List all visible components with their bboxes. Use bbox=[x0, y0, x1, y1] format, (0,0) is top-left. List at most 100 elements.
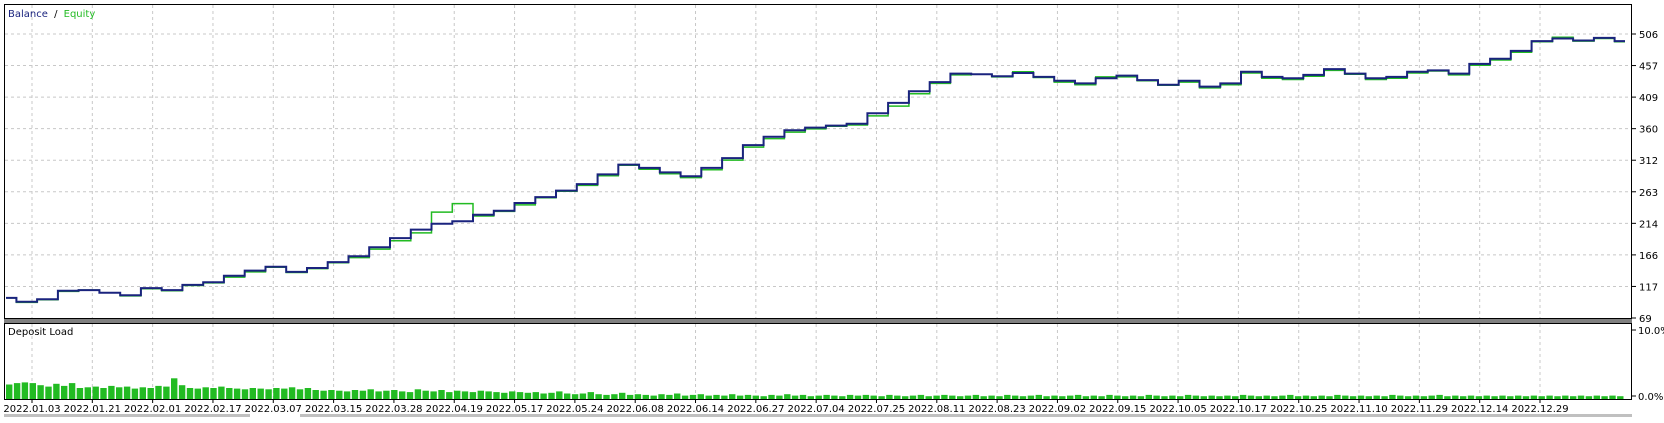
deposit-load-bar bbox=[1232, 396, 1239, 399]
deposit-load-bar bbox=[807, 396, 814, 399]
deposit-load-bar bbox=[1239, 394, 1247, 399]
deposit-load-bar bbox=[791, 395, 799, 399]
deposit-load-bar bbox=[917, 394, 925, 399]
deposit-load-bar bbox=[108, 385, 115, 399]
x-tick-label: 2022.09.02 bbox=[1029, 404, 1086, 415]
x-tick-label: 2022.12.29 bbox=[1511, 404, 1568, 415]
deposit-load-bar bbox=[399, 391, 406, 399]
deposit-load-bar bbox=[1334, 394, 1341, 399]
deposit-load-bar bbox=[226, 388, 233, 399]
legend-separator: / bbox=[54, 9, 58, 20]
x-tick-label: 2022.10.25 bbox=[1270, 404, 1327, 415]
deposit-load-bar bbox=[139, 387, 146, 399]
deposit-load-bar bbox=[186, 388, 194, 399]
deposit-load-bar bbox=[391, 390, 398, 399]
deposit-load-bar bbox=[454, 390, 461, 399]
deposit-load-bar bbox=[815, 395, 822, 399]
deposit-load-bar bbox=[53, 383, 60, 399]
x-tick-label: 2022.06.08 bbox=[607, 404, 664, 415]
deposit-load-bar bbox=[1397, 395, 1404, 399]
deposit-load-bar bbox=[964, 395, 972, 399]
deposit-load-bar bbox=[1381, 396, 1388, 399]
deposit-load-bar bbox=[784, 394, 791, 399]
y-tick-label: 312 bbox=[1639, 156, 1658, 167]
deposit-load-bar bbox=[1483, 395, 1490, 399]
deposit-load-bar bbox=[760, 396, 767, 399]
deposit-load-bar bbox=[1515, 395, 1522, 399]
deposit-load-bar bbox=[642, 394, 649, 399]
deposit-load-bar bbox=[1554, 396, 1561, 399]
deposit-load-bar bbox=[1129, 395, 1137, 399]
legend-balance: Balance bbox=[8, 9, 48, 20]
deposit-load-bar bbox=[1357, 395, 1365, 399]
deposit-load-bar bbox=[1043, 396, 1050, 399]
deposit-load-bar bbox=[1310, 396, 1317, 399]
x-tick-label: 2022.10.05 bbox=[1149, 404, 1206, 415]
deposit-load-grid bbox=[31, 324, 1541, 399]
deposit-load-bar bbox=[1067, 395, 1074, 399]
deposit-load-bar bbox=[37, 385, 44, 399]
deposit-load-bar bbox=[1522, 396, 1530, 399]
deposit-load-bar bbox=[1027, 395, 1035, 399]
deposit-load-bar bbox=[501, 392, 508, 399]
deposit-load-bar bbox=[689, 394, 697, 399]
deposit-load-bar bbox=[1342, 395, 1349, 399]
deposit-load-bar bbox=[406, 392, 414, 399]
deposit-load-bar bbox=[1617, 396, 1624, 399]
deposit-load-bar bbox=[1019, 396, 1027, 399]
deposit-load-bar bbox=[45, 386, 52, 399]
deposit-load-bar bbox=[1507, 396, 1514, 399]
deposit-load-bar bbox=[524, 392, 532, 399]
y-tick-label: 166 bbox=[1639, 251, 1658, 262]
deposit-load-bar bbox=[1169, 395, 1176, 399]
deposit-load-bar bbox=[721, 395, 728, 399]
deposit-load-bar bbox=[1263, 395, 1270, 399]
deposit-load-bar bbox=[634, 394, 642, 399]
deposit-load-bar bbox=[178, 385, 186, 399]
deposit-load-bar bbox=[619, 392, 626, 399]
y-tick-label: 360 bbox=[1639, 125, 1658, 136]
deposit-load-bar bbox=[1562, 395, 1569, 399]
deposit-load-bar bbox=[1444, 396, 1451, 399]
deposit-load-bar bbox=[375, 391, 382, 399]
deposit-load-bar bbox=[288, 387, 296, 399]
deposit-load-bar bbox=[1122, 396, 1129, 399]
deposit-load-bar bbox=[202, 387, 209, 399]
deposit-load-bar bbox=[595, 394, 602, 399]
x-tick-label: 2022.09.15 bbox=[1089, 404, 1146, 415]
deposit-load-bar bbox=[516, 392, 524, 399]
x-tick-label: 2022.03.07 bbox=[245, 404, 302, 415]
panel-separator[interactable] bbox=[4, 319, 1632, 323]
x-tick-label: 2022.07.25 bbox=[848, 404, 905, 415]
deposit-load-bar bbox=[100, 388, 107, 399]
deposit-load-bar bbox=[776, 395, 783, 399]
deposit-load-bar bbox=[894, 395, 901, 399]
scrollbar-right-handle[interactable] bbox=[300, 414, 1632, 417]
deposit-load-bar bbox=[241, 389, 249, 399]
deposit-load-bar bbox=[886, 394, 893, 399]
deposit-load-bar bbox=[1577, 395, 1585, 399]
date-axis-ticks: 2022.01.03 2022.01.21 2022.02.01 2022.02.17… bbox=[3, 399, 1569, 415]
deposit-load-bar bbox=[1294, 396, 1302, 399]
deposit-load-bar bbox=[281, 388, 288, 399]
deposit-load-bar bbox=[799, 394, 807, 399]
deposit-load-bar bbox=[1389, 394, 1396, 399]
deposit-load-bar bbox=[1145, 394, 1152, 399]
deposit-load-bar bbox=[1460, 396, 1467, 399]
deposit-load-bar bbox=[839, 396, 846, 399]
deposit-load-bar bbox=[1216, 396, 1223, 399]
deposit-load-bar bbox=[626, 394, 634, 399]
deposit-load-bar bbox=[116, 387, 123, 399]
x-tick-label: 2022.10.17 bbox=[1210, 404, 1267, 415]
deposit-load-bar bbox=[909, 395, 917, 399]
deposit-load-bar bbox=[336, 390, 343, 399]
scrollbar-left-handle[interactable] bbox=[4, 414, 250, 417]
deposit-load-bar bbox=[1475, 396, 1483, 399]
deposit-load-bar bbox=[155, 385, 162, 399]
deposit-load-bar bbox=[1074, 394, 1082, 399]
deposit-load-bar bbox=[1082, 396, 1090, 399]
deposit-load-bar bbox=[1585, 396, 1593, 399]
deposit-load-bar bbox=[611, 394, 618, 399]
deposit-load-bar bbox=[1090, 395, 1097, 399]
deposit-load-bar bbox=[579, 393, 587, 399]
